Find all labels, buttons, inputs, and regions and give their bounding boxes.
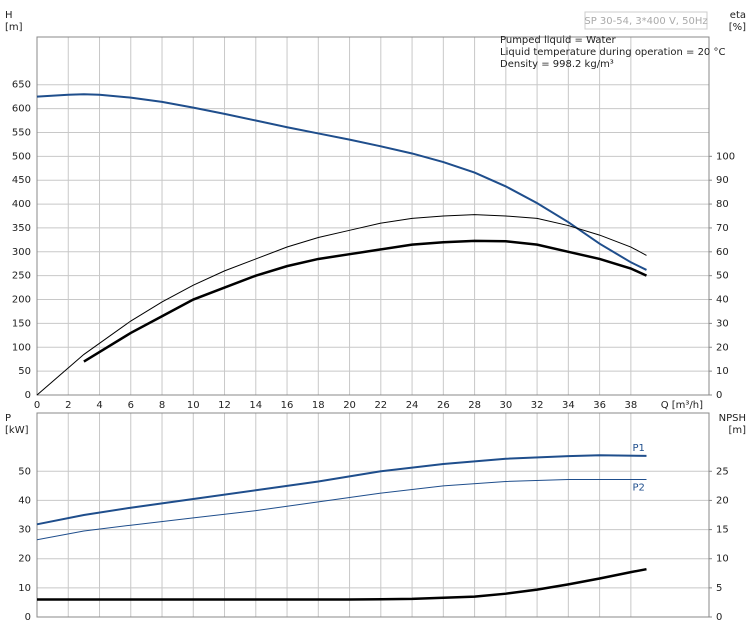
y-tick-label: 400 [12,199,31,210]
y-tick-label: 0 [25,612,31,623]
plot-frame [36,412,710,618]
x-tick-label: 36 [593,400,606,411]
series-line [36,93,647,271]
y-tick-label: 600 [12,104,31,115]
x-tick-label: 30 [499,400,512,411]
x-axis-label: Q [m³/h] [661,400,703,411]
y2-tick-label: 40 [716,295,729,306]
y2-tick-label: 15 [716,525,729,536]
y2-tick-label: 25 [716,466,729,477]
x-tick-label: 22 [374,400,387,411]
x-tick-label: 26 [437,400,450,411]
x-tick-label: 34 [562,400,575,411]
x-tick-label: 2 [65,400,71,411]
y2-tick-label: 70 [716,223,729,234]
y-tick-label: 0 [25,390,31,401]
series-label: P1 [632,443,644,454]
y2-tick-label: 30 [716,318,729,329]
y-tick-label: 250 [12,271,31,282]
y2-tick-label: 0 [716,612,722,623]
y2-axis-label: NPSH [719,413,746,424]
y-axis-label: [kW] [5,425,29,436]
y2-tick-label: 10 [716,366,729,377]
annotation: Liquid temperature during operation = 20… [500,47,725,58]
series-line [36,214,647,396]
x-tick-label: 8 [159,400,165,411]
x-tick-label: 38 [624,400,637,411]
y-axis-label: P [5,413,11,424]
annotation: Density = 998.2 kg/m³ [500,59,614,70]
series-label: P2 [632,482,644,493]
y-axis-label: H [5,10,13,21]
y-tick-label: 550 [12,127,31,138]
y2-tick-label: 80 [716,199,729,210]
x-tick-label: 4 [96,400,102,411]
y2-tick-label: 50 [716,271,729,282]
series-line [36,478,647,541]
x-tick-label: 12 [218,400,231,411]
x-tick-label: 16 [281,400,294,411]
y-tick-label: 450 [12,175,31,186]
y2-tick-label: 60 [716,247,729,258]
x-tick-label: 28 [468,400,481,411]
x-tick-label: 0 [34,400,40,411]
y-tick-label: 30 [18,525,31,536]
y-tick-label: 100 [12,342,31,353]
y2-tick-label: 0 [716,390,722,401]
y2-tick-label: 20 [716,342,729,353]
x-tick-label: 10 [187,400,200,411]
y2-axis-label: eta [730,10,746,21]
y2-tick-label: 90 [716,175,729,186]
y-tick-label: 150 [12,318,31,329]
x-tick-label: 14 [249,400,262,411]
annotation: Pumped liquid = Water [500,35,617,46]
y2-tick-label: 20 [716,495,729,506]
x-tick-label: 24 [406,400,419,411]
y2-axis-label: [m] [728,425,746,436]
y-tick-label: 20 [18,554,31,565]
y-tick-label: 10 [18,583,31,594]
y-tick-label: 50 [18,366,31,377]
y-tick-label: 650 [12,80,31,91]
x-tick-label: 20 [343,400,356,411]
y2-tick-label: 5 [716,583,722,594]
model: SP 30-54, 3*400 V, 50Hz [584,16,707,27]
y-tick-label: 40 [18,495,31,506]
series-line [83,239,648,363]
series-line [37,567,647,601]
y-tick-label: 500 [12,151,31,162]
plot-frame [36,36,710,396]
model-box [584,11,708,30]
y-tick-label: 200 [12,295,31,306]
y-tick-label: 50 [18,466,31,477]
series-line [36,454,647,526]
y-axis-label: [m] [5,22,23,33]
y-tick-label: 300 [12,247,31,258]
y-tick-label: 350 [12,223,31,234]
y2-tick-label: 100 [716,151,735,162]
x-tick-label: 32 [531,400,544,411]
y2-axis-label: [%] [729,22,746,33]
x-tick-label: 18 [312,400,325,411]
y2-tick-label: 10 [716,554,729,565]
x-tick-label: 6 [128,400,134,411]
